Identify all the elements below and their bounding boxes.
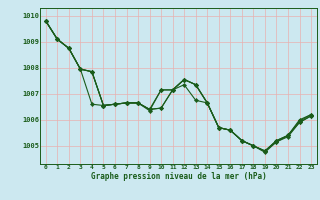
X-axis label: Graphe pression niveau de la mer (hPa): Graphe pression niveau de la mer (hPa) [91, 172, 266, 181]
